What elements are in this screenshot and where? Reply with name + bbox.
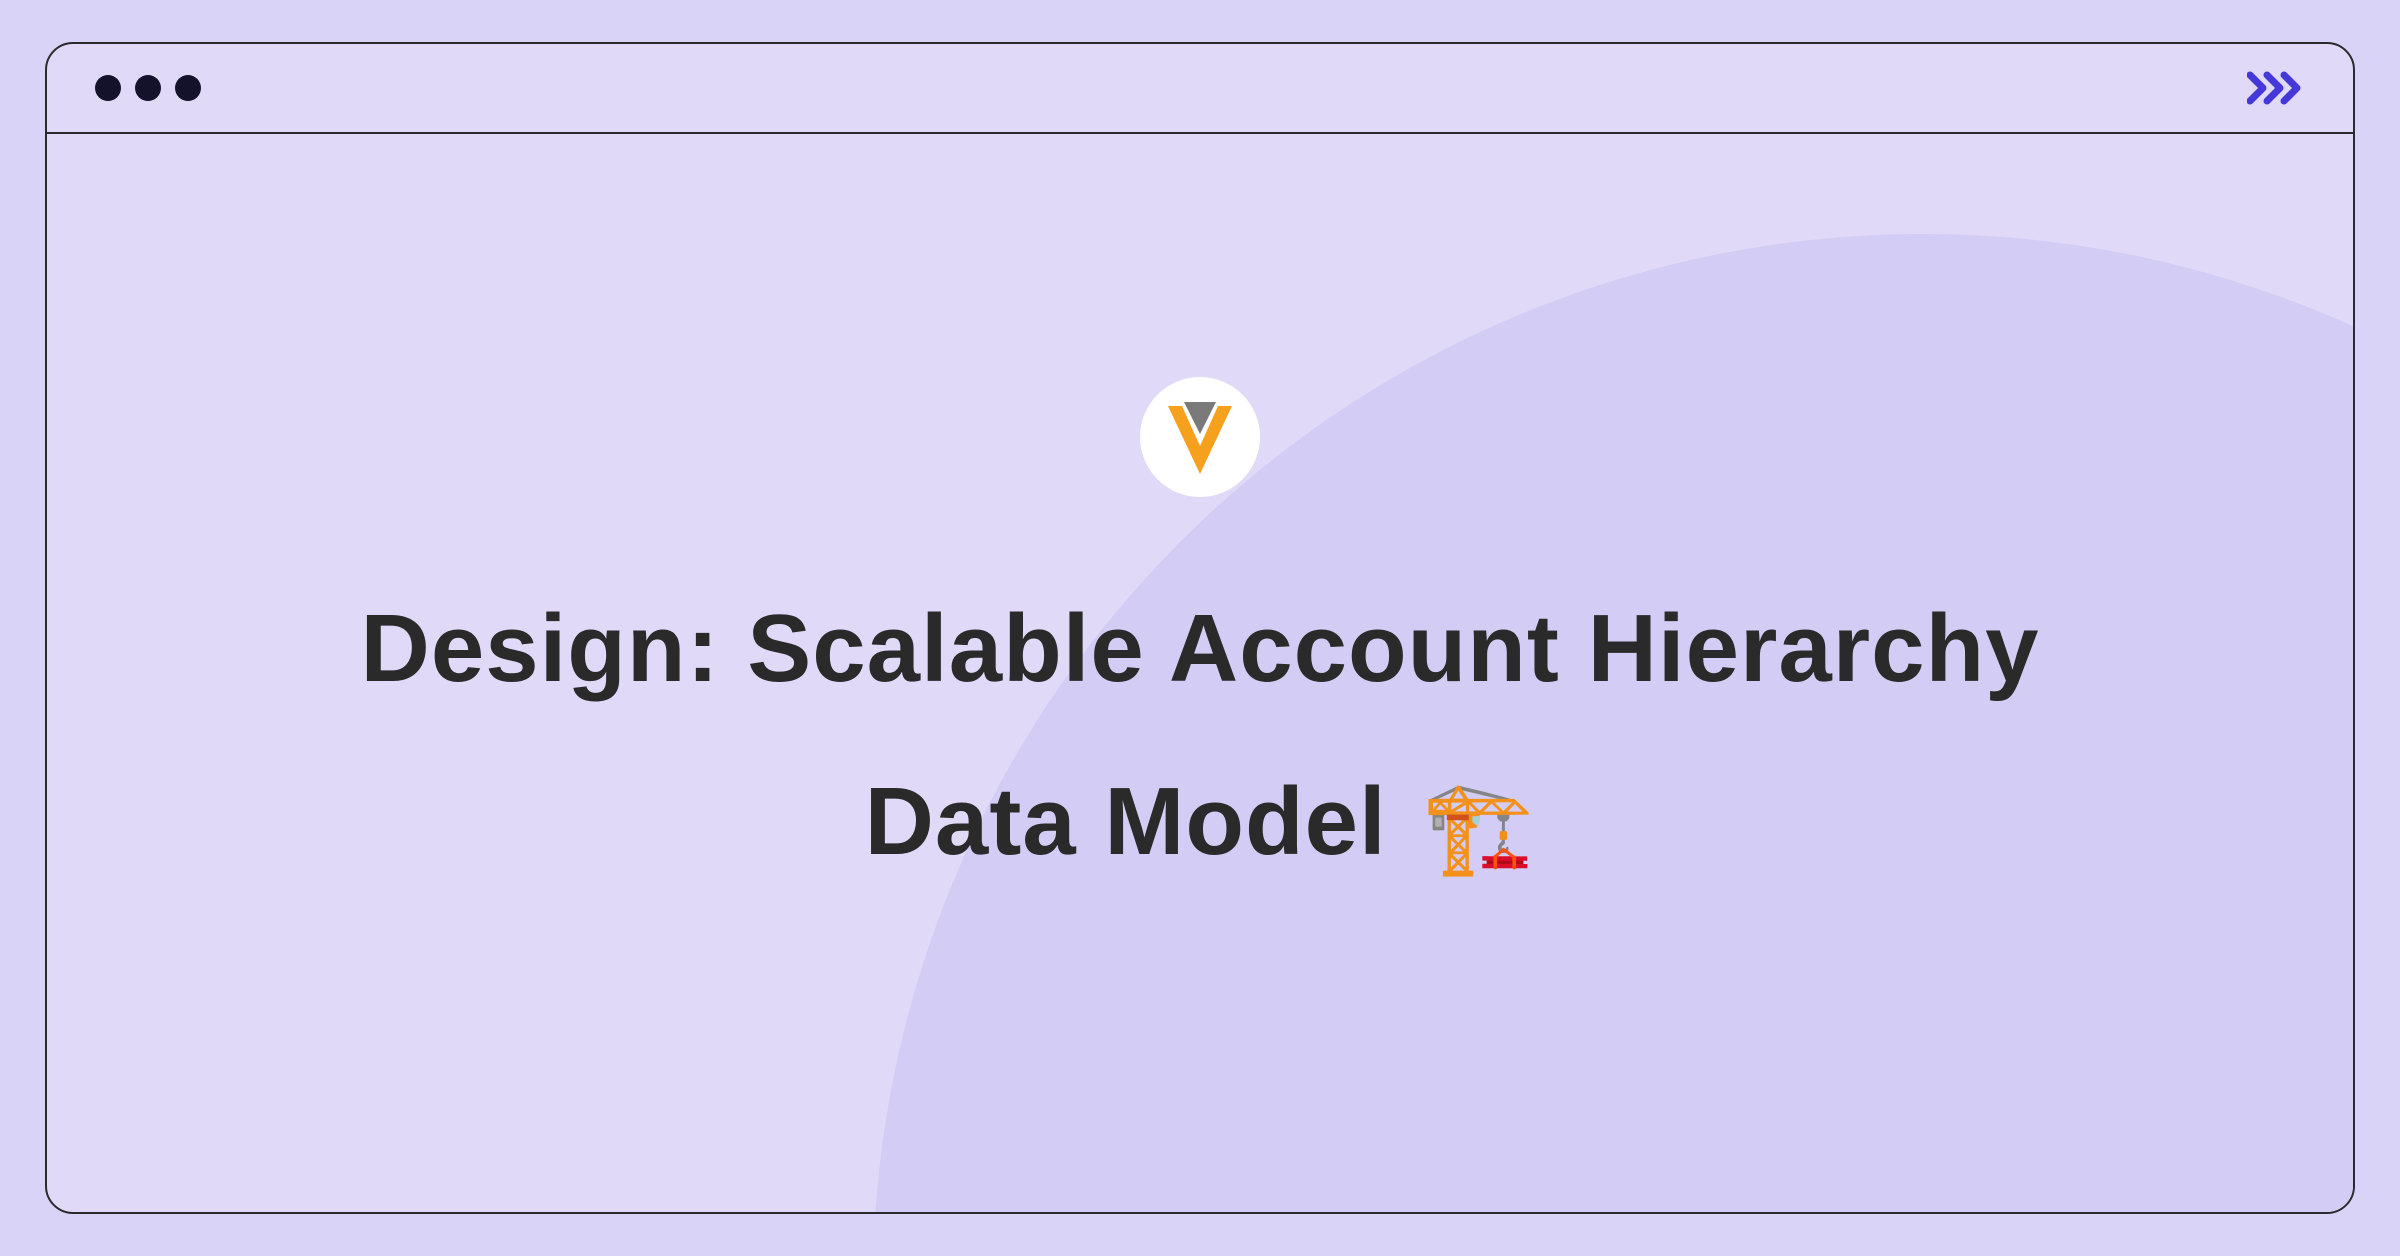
title-text: Design: Scalable Account Hierarchy Data … (361, 595, 2040, 875)
window-content: Design: Scalable Account Hierarchy Data … (47, 134, 2353, 1212)
logo-badge (1140, 377, 1260, 497)
page-title: Design: Scalable Account Hierarchy Data … (250, 563, 2150, 909)
window-controls (95, 75, 201, 101)
window-dot (135, 75, 161, 101)
window-titlebar (47, 44, 2353, 134)
v-logo-icon (1162, 396, 1238, 478)
chevrons-icon (2247, 71, 2305, 105)
window-dot (95, 75, 121, 101)
title-block: Design: Scalable Account Hierarchy Data … (250, 563, 2150, 909)
window-dot (175, 75, 201, 101)
crane-emoji-icon: 🏗️ (1422, 778, 1535, 878)
stylized-window: Design: Scalable Account Hierarchy Data … (45, 42, 2355, 1214)
